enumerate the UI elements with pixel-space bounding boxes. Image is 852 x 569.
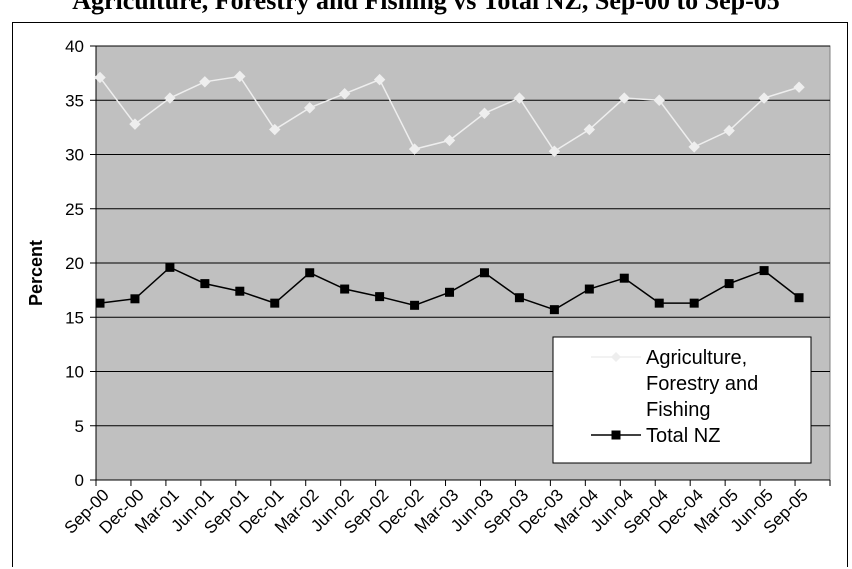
- data-point: [793, 81, 805, 93]
- data-point: [235, 286, 245, 296]
- gridlines: [96, 45, 830, 427]
- data-point: [688, 141, 700, 153]
- y-tick-label: 35: [65, 91, 84, 110]
- y-tick-label: 40: [65, 37, 84, 56]
- y-axis-label: Percent: [26, 240, 46, 306]
- data-point: [549, 305, 559, 315]
- data-point: [410, 300, 420, 310]
- data-point: [654, 298, 664, 308]
- data-point: [375, 292, 385, 302]
- series-agriculture: [94, 70, 805, 157]
- legend-swatch-marker: [611, 430, 621, 440]
- chart-frame: [12, 22, 848, 567]
- data-point: [130, 294, 140, 304]
- data-point: [794, 293, 804, 303]
- data-point: [234, 70, 246, 83]
- data-point: [445, 287, 455, 297]
- data-point: [165, 262, 175, 272]
- data-point: [200, 279, 210, 289]
- data-point: [443, 134, 456, 147]
- y-tick-label: 30: [65, 146, 84, 165]
- data-point: [514, 293, 524, 303]
- data-point: [373, 73, 386, 86]
- legend: Agriculture, Forestry and Fishing Total NZ: [552, 336, 812, 464]
- data-point: [340, 284, 350, 294]
- legend-swatch-marker: [611, 352, 621, 362]
- series-total-nz: [95, 262, 804, 315]
- legend-box: [552, 336, 812, 464]
- data-point: [548, 145, 561, 157]
- data-point: [513, 92, 526, 104]
- y-tick-label: 5: [75, 417, 84, 436]
- y-axis: 0 5 10 15 20 25 30 35 40: [65, 37, 97, 490]
- data-point: [304, 102, 316, 114]
- data-point: [95, 298, 105, 308]
- y-tick-label: 15: [65, 308, 84, 327]
- data-point: [758, 92, 770, 104]
- data-point: [653, 94, 665, 106]
- legend-label-total-nz: Total NZ: [646, 425, 720, 447]
- data-point: [129, 118, 141, 130]
- y-tick-label: 20: [65, 254, 84, 273]
- data-point: [408, 143, 421, 155]
- data-point: [164, 92, 176, 104]
- data-point: [724, 279, 734, 289]
- x-axis: Sep-00Dec-00Mar-01Jun-01Sep-01Dec-01Mar-…: [61, 479, 831, 538]
- data-point: [478, 107, 491, 119]
- data-point: [723, 124, 735, 137]
- data-point: [305, 268, 315, 278]
- data-point: [94, 71, 106, 84]
- series-layer: [94, 70, 805, 315]
- y-tick-label: 0: [75, 471, 84, 490]
- legend-label-agriculture: Agriculture, Forestry and Fishing: [646, 347, 758, 421]
- data-point: [689, 298, 699, 308]
- y-tick-label: 25: [65, 200, 84, 219]
- y-tick-label: 10: [65, 363, 84, 382]
- chart-title: Agriculture, Forestry and Fishing vs Tot…: [72, 0, 780, 15]
- data-point: [619, 273, 629, 283]
- data-point: [479, 268, 489, 278]
- data-point: [583, 123, 596, 136]
- data-point: [338, 88, 351, 100]
- data-point: [584, 284, 594, 294]
- data-point: [618, 92, 630, 104]
- data-point: [269, 123, 281, 136]
- data-point: [270, 298, 280, 308]
- data-point: [199, 76, 211, 88]
- data-point: [759, 266, 769, 276]
- title-strip: Agriculture, Forestry and Fishing vs Tot…: [0, 0, 852, 22]
